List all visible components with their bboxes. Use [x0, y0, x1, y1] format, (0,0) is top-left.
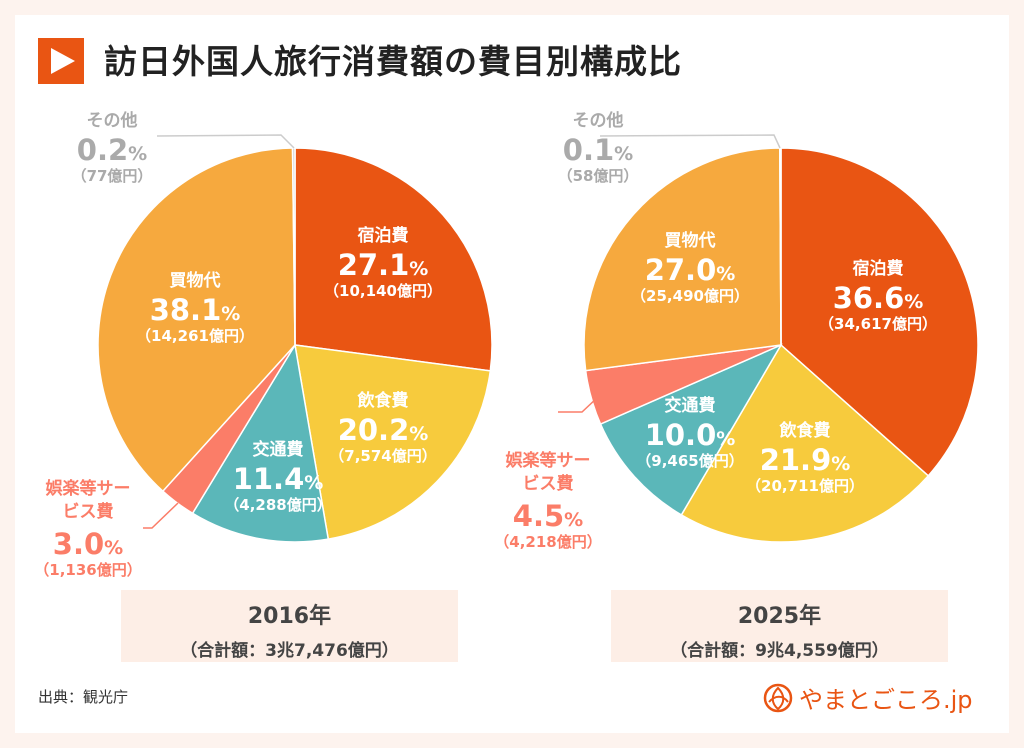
year-label: 2025年: [737, 604, 822, 629]
slice-percent: 27.1%: [337, 248, 429, 282]
total-label: （合計額：9兆4,559億円）: [670, 641, 889, 661]
slice-label: その他 0.1% （58億円）: [558, 113, 639, 184]
slice-name: その他: [86, 111, 138, 131]
slice-name: 娯楽等サービス費: [45, 479, 131, 522]
page-title: 訪日外国人旅行消費額の費目別構成比: [104, 42, 682, 81]
total-label: （合計額：3兆7,476億円）: [180, 641, 399, 661]
pie-slice-1-2: [599, 343, 783, 516]
slice-name: 買物代: [169, 271, 221, 291]
slice-label: 買物代 38.1% （14,261億円）: [136, 273, 254, 344]
slice-percent: 11.4%: [232, 462, 324, 496]
slice-amount: （4,288億円）: [224, 496, 332, 514]
pie-slice-1-1: [680, 343, 930, 543]
slice-amount: （4,218億円）: [494, 532, 602, 551]
slice-name: 娯楽等サービス費: [505, 451, 591, 494]
slice-percent: 0.1%: [562, 133, 634, 167]
slice-name: 宿泊費: [357, 226, 409, 246]
slice-amount: （77億円）: [71, 167, 153, 185]
pie-slice-0-0: [294, 147, 493, 372]
slice-amount: （20,711億円）: [746, 477, 864, 495]
logo-icon: [763, 683, 793, 712]
slice-name: 交通費: [252, 440, 304, 460]
slice-label: 交通費 10.0% （9,465億円）: [636, 398, 743, 469]
slice-label: 飲食費 20.2% （7,574億円）: [329, 393, 436, 464]
slice-name: 買物代: [664, 231, 716, 251]
slice-amount: （1,136億円）: [34, 560, 142, 579]
slice-percent: 21.9%: [759, 443, 851, 477]
pie-slice-0-2: [191, 342, 330, 543]
slice-label: 飲食費 21.9% （20,711億円）: [746, 423, 864, 494]
slice-label: 娯楽等サービス費 3.0% （1,136億円）: [34, 478, 141, 578]
slice-percent: 10.0%: [644, 418, 736, 452]
slice-amount: （7,574億円）: [329, 447, 437, 465]
slice-amount: （25,490億円）: [631, 287, 749, 305]
pie-slice-0-1: [294, 344, 492, 541]
slice-name: 宿泊費: [852, 259, 904, 279]
pie-slice-1-0: [780, 147, 979, 477]
pie-slice-1-4: [583, 147, 782, 372]
leader-line: [558, 396, 599, 413]
slice-percent: 27.0%: [644, 253, 736, 287]
slice-percent: 38.1%: [149, 293, 241, 327]
slice-percent: 3.0%: [52, 526, 124, 561]
slice-label: 娯楽等サービス費 4.5% （4,218億円）: [494, 450, 601, 550]
slice-amount: （34,617億円）: [819, 315, 937, 333]
leader-line: [156, 134, 295, 149]
leader-line: [143, 502, 179, 529]
slice-name: その他: [572, 111, 624, 131]
source: 出典：観光庁: [38, 688, 129, 706]
slice-percent: 4.5%: [512, 498, 584, 533]
slice-name: 飲食費: [779, 421, 831, 441]
slice-amount: （58億円）: [557, 167, 639, 185]
slice-amount: （14,261億円）: [136, 327, 254, 345]
slice-percent: 0.2%: [76, 133, 148, 167]
year-box-2025: 2025年 （合計額：9兆4,559億円）: [611, 590, 948, 662]
pie-slice-0-4: [97, 147, 296, 493]
slice-amount: （10,140億円）: [324, 282, 442, 300]
slice-label: 買物代 27.0% （25,490億円）: [631, 233, 749, 304]
slice-percent: 20.2%: [337, 413, 429, 447]
leader-line: [599, 134, 781, 149]
slice-label: 宿泊費 27.1% （10,140億円）: [324, 228, 442, 299]
slice-name: 飲食費: [357, 391, 409, 411]
slice-name: 交通費: [664, 396, 716, 416]
play-icon: [38, 38, 84, 84]
year-box-2016: 2016年 （合計額：3兆7,476億円）: [121, 590, 458, 662]
logo: やまとごころ.jp: [763, 680, 973, 715]
year-label: 2016年: [247, 604, 332, 629]
slice-label: 交通費 11.4% （4,288億円）: [224, 442, 331, 513]
logo-text: やまとごころ.jp: [799, 686, 973, 714]
slice-label: 宿泊費 36.6% （34,617億円）: [819, 261, 937, 332]
slice-percent: 36.6%: [832, 281, 924, 315]
slice-amount: （9,465億円）: [636, 452, 744, 470]
slice-label: その他 0.2% （77億円）: [72, 113, 153, 184]
